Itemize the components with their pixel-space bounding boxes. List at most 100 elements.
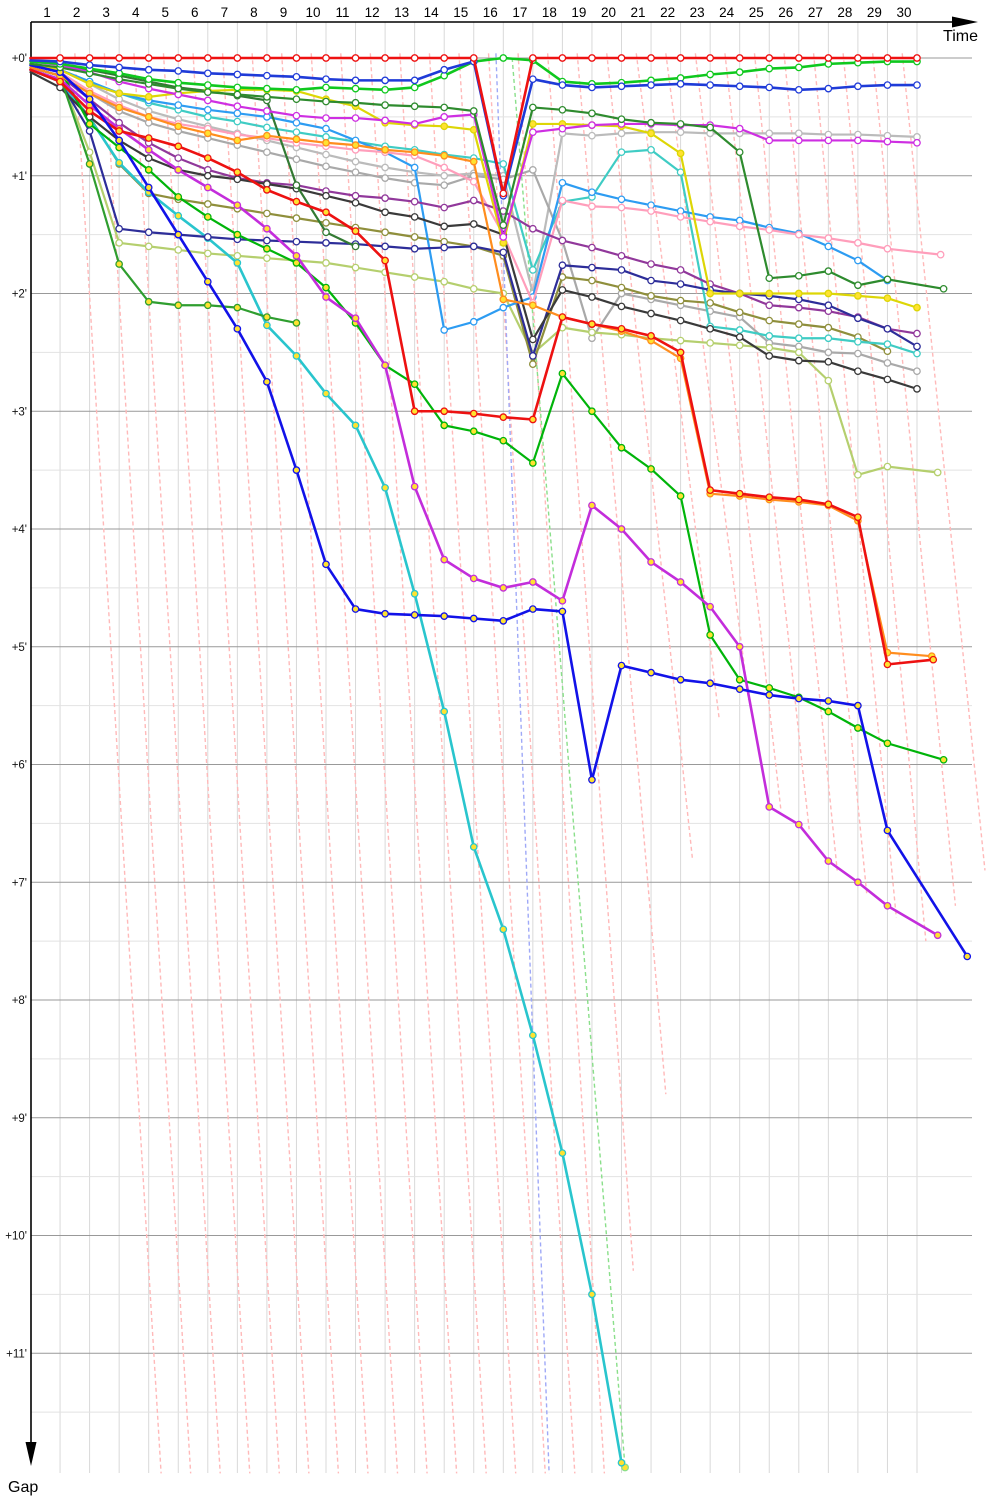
series-marker-dodger-blue bbox=[322, 124, 330, 133]
series-marker-blue-a bbox=[588, 83, 596, 92]
series-marker-khaki bbox=[174, 246, 183, 254]
series-marker-black bbox=[203, 171, 212, 180]
series-marker-blue-a bbox=[913, 81, 921, 89]
series-marker-leader-red bbox=[233, 54, 242, 62]
y-tick-label: +11' bbox=[6, 1348, 27, 1360]
series-marker-black bbox=[883, 375, 892, 384]
series-marker-gray-2 bbox=[765, 129, 774, 138]
series-marker-magenta-2 bbox=[174, 166, 183, 174]
series-marker-leader-red bbox=[56, 54, 64, 62]
series-marker-turquoise bbox=[528, 266, 537, 274]
series-marker-magenta-2 bbox=[233, 201, 242, 210]
series-marker-navy bbox=[883, 324, 892, 333]
series-marker-orange bbox=[233, 136, 242, 145]
series-marker-blue-a bbox=[203, 69, 212, 78]
series-marker-pink bbox=[794, 230, 803, 239]
series-marker-blue-c bbox=[203, 277, 212, 286]
series-marker-red-2 bbox=[765, 493, 774, 502]
series-marker-blue-c bbox=[144, 183, 153, 192]
series-marker-forest bbox=[263, 93, 271, 101]
series-marker-magenta-v bbox=[794, 136, 803, 145]
series-marker-khaki bbox=[933, 468, 942, 477]
series-marker-cyan bbox=[469, 843, 478, 851]
x-tick-label: 20 bbox=[601, 5, 616, 20]
series-marker-blue-c bbox=[558, 607, 567, 616]
series-marker-red-2 bbox=[929, 655, 938, 664]
series-marker-magenta-2 bbox=[933, 931, 942, 940]
series-marker-red-2 bbox=[144, 134, 153, 142]
series-marker-purple bbox=[794, 303, 803, 312]
series-marker-green-2 bbox=[824, 707, 833, 716]
series-marker-blue-c bbox=[765, 691, 774, 699]
series-marker-black bbox=[765, 352, 774, 360]
dropout-dashed-line bbox=[783, 53, 868, 895]
series-marker-red-2 bbox=[558, 313, 567, 321]
dropout-dashed-line bbox=[812, 53, 898, 918]
x-tick-label: 11 bbox=[336, 5, 350, 20]
dropout-dashed-line bbox=[606, 53, 694, 859]
x-tick-label: 23 bbox=[690, 5, 705, 20]
series-marker-black bbox=[647, 309, 655, 318]
series-marker-blue-c bbox=[794, 694, 803, 703]
series-marker-black bbox=[558, 286, 567, 294]
y-axis-arrow-icon bbox=[25, 1442, 37, 1466]
series-marker-gray bbox=[913, 367, 921, 376]
series-marker-pink bbox=[854, 239, 862, 247]
series-marker-red-2 bbox=[854, 513, 862, 522]
series-marker-purple bbox=[381, 194, 389, 202]
x-tick-label: 17 bbox=[512, 5, 527, 20]
series-marker-khaki bbox=[676, 336, 685, 345]
series-marker-red-2 bbox=[410, 407, 419, 416]
series-marker-red-2 bbox=[528, 415, 537, 424]
series-marker-blue-a bbox=[440, 65, 449, 74]
series-marker-navy bbox=[617, 266, 626, 274]
series-marker-magenta-v bbox=[854, 136, 862, 145]
series-marker-blue-c bbox=[115, 136, 124, 145]
series-marker-blue-a bbox=[233, 70, 242, 79]
series-marker-khaki bbox=[410, 273, 419, 281]
series-marker-forest bbox=[351, 98, 360, 107]
series-marker-gray bbox=[440, 181, 449, 190]
series-marker-blue-c bbox=[174, 230, 183, 239]
series-marker-forest bbox=[499, 221, 508, 230]
series-marker-cyan bbox=[558, 1149, 567, 1157]
series-marker-red-2 bbox=[233, 168, 242, 177]
series-marker-blue-a bbox=[263, 71, 271, 80]
series-marker-turquoise bbox=[765, 332, 774, 340]
series-marker-forest bbox=[588, 109, 596, 118]
series-marker-blue-c bbox=[963, 952, 972, 961]
x-tick-label: 10 bbox=[305, 5, 320, 20]
series-marker-orange bbox=[499, 295, 508, 304]
series-marker-cyan bbox=[440, 707, 449, 716]
dropout-dashed-line bbox=[901, 53, 986, 871]
series-marker-gray bbox=[528, 166, 537, 174]
series-marker-gray-2 bbox=[588, 131, 596, 140]
series-marker-khaki bbox=[765, 343, 774, 352]
series-marker-yellow bbox=[115, 89, 124, 98]
series-marker-green-flat bbox=[174, 301, 183, 310]
series-marker-green-top bbox=[292, 85, 301, 94]
series-marker-khaki bbox=[854, 470, 862, 479]
series-marker-magenta-2 bbox=[263, 224, 271, 233]
series-marker-turquoise bbox=[854, 337, 862, 346]
series-marker-forest-b bbox=[292, 181, 301, 190]
series-marker-blue-a bbox=[883, 81, 892, 89]
series-marker-cyan bbox=[351, 421, 360, 430]
series-marker-leader-red bbox=[735, 54, 744, 62]
series-marker-black bbox=[440, 222, 449, 231]
series-marker-black bbox=[144, 154, 153, 162]
series-marker-pink bbox=[936, 250, 945, 259]
series-marker-green-2 bbox=[410, 380, 419, 389]
dropout-dashed-line bbox=[753, 53, 838, 871]
series-marker-yellow bbox=[824, 289, 833, 298]
series-marker-magenta-v bbox=[292, 111, 301, 120]
dropout-dashed-line bbox=[517, 53, 606, 1474]
series-marker-red-2 bbox=[499, 413, 508, 421]
series-marker-forest bbox=[292, 95, 301, 104]
series-marker-pink bbox=[676, 213, 685, 221]
series-marker-dodger-blue bbox=[588, 188, 596, 197]
series-marker-green-top bbox=[794, 63, 803, 72]
series-marker-green-2 bbox=[469, 427, 478, 436]
series-marker-blue-c bbox=[647, 668, 655, 677]
series-marker-navy bbox=[676, 280, 685, 288]
